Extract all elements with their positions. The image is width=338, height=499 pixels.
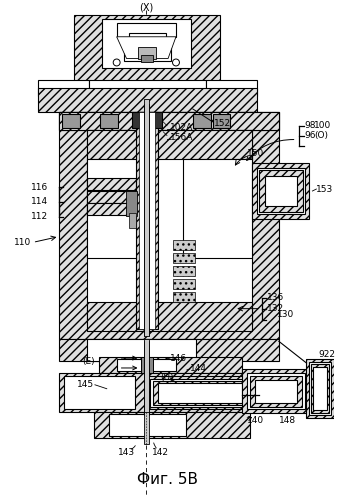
Bar xyxy=(158,383,242,403)
Bar xyxy=(193,114,211,128)
Bar xyxy=(141,357,153,373)
Bar xyxy=(137,112,158,329)
Bar xyxy=(102,19,191,68)
Bar xyxy=(38,88,257,112)
Bar xyxy=(310,362,331,416)
Bar xyxy=(59,112,279,339)
Bar xyxy=(173,241,195,250)
Text: 145: 145 xyxy=(77,380,94,389)
Bar xyxy=(206,80,257,96)
Text: 132: 132 xyxy=(267,304,284,313)
Bar xyxy=(247,373,305,410)
Text: 156A: 156A xyxy=(170,133,193,142)
Text: 152: 152 xyxy=(214,119,231,128)
Text: 150: 150 xyxy=(247,149,264,158)
Bar xyxy=(59,112,279,130)
Text: 153: 153 xyxy=(316,185,334,194)
Bar xyxy=(173,292,195,302)
Bar xyxy=(213,114,231,128)
Bar xyxy=(87,302,252,331)
Bar xyxy=(259,170,303,212)
Bar xyxy=(87,130,252,159)
Bar xyxy=(173,266,195,276)
Text: 146: 146 xyxy=(170,354,187,363)
Bar xyxy=(100,114,118,128)
Bar xyxy=(139,47,156,58)
Bar xyxy=(132,112,162,128)
Bar xyxy=(146,376,253,410)
Text: 144: 144 xyxy=(190,364,207,373)
Bar xyxy=(313,367,327,411)
Text: 130: 130 xyxy=(277,310,294,319)
Bar xyxy=(87,191,137,203)
Bar xyxy=(74,15,220,82)
Bar xyxy=(87,178,137,190)
Bar xyxy=(87,130,252,325)
Polygon shape xyxy=(117,37,176,58)
Bar xyxy=(183,159,252,258)
Bar xyxy=(252,163,310,219)
Bar xyxy=(144,339,149,414)
Bar xyxy=(265,176,297,206)
Text: 143: 143 xyxy=(118,448,135,457)
Text: 922: 922 xyxy=(318,350,335,359)
Bar xyxy=(173,253,195,263)
Bar xyxy=(109,415,186,436)
Bar xyxy=(64,376,136,410)
Bar xyxy=(173,279,195,289)
Bar xyxy=(141,54,153,62)
Text: (O): (O) xyxy=(314,131,329,140)
Bar xyxy=(128,213,137,228)
Bar xyxy=(117,359,176,371)
Bar xyxy=(87,339,196,361)
Circle shape xyxy=(172,59,179,66)
Bar xyxy=(87,203,137,215)
Bar xyxy=(153,381,247,405)
Text: 116: 116 xyxy=(31,183,48,192)
Text: 136: 136 xyxy=(267,293,284,302)
Text: 112: 112 xyxy=(31,212,48,221)
Bar xyxy=(139,112,155,329)
Text: 100: 100 xyxy=(314,121,332,130)
Bar xyxy=(117,23,176,37)
Bar xyxy=(99,357,242,373)
Text: 114: 114 xyxy=(31,198,48,207)
Bar xyxy=(89,80,206,96)
Bar xyxy=(59,112,279,130)
Text: Фиг. 5В: Фиг. 5В xyxy=(137,472,198,487)
Bar xyxy=(87,159,146,258)
Text: 98: 98 xyxy=(305,121,316,130)
Bar xyxy=(144,99,149,336)
Bar xyxy=(311,364,329,414)
Bar xyxy=(124,39,171,60)
Text: 140: 140 xyxy=(247,416,264,425)
Bar xyxy=(62,114,80,128)
Bar xyxy=(38,80,89,96)
Bar xyxy=(128,33,166,41)
Bar xyxy=(250,376,301,407)
Bar xyxy=(59,339,279,361)
Text: (X): (X) xyxy=(139,2,153,12)
Text: 148: 148 xyxy=(279,416,296,425)
Bar xyxy=(150,379,249,407)
Bar xyxy=(125,191,138,216)
Text: 142: 142 xyxy=(152,448,169,457)
Bar xyxy=(307,359,334,418)
Circle shape xyxy=(113,59,120,66)
Bar xyxy=(257,168,305,214)
Bar xyxy=(242,369,310,414)
Text: 96: 96 xyxy=(305,131,316,140)
Bar xyxy=(59,373,259,413)
Text: 102A: 102A xyxy=(170,123,193,132)
Bar xyxy=(144,413,149,444)
Text: (U): (U) xyxy=(160,373,174,382)
Bar xyxy=(255,380,297,403)
Text: (E): (E) xyxy=(82,357,95,366)
Text: 110: 110 xyxy=(15,238,32,247)
Bar xyxy=(94,413,250,438)
